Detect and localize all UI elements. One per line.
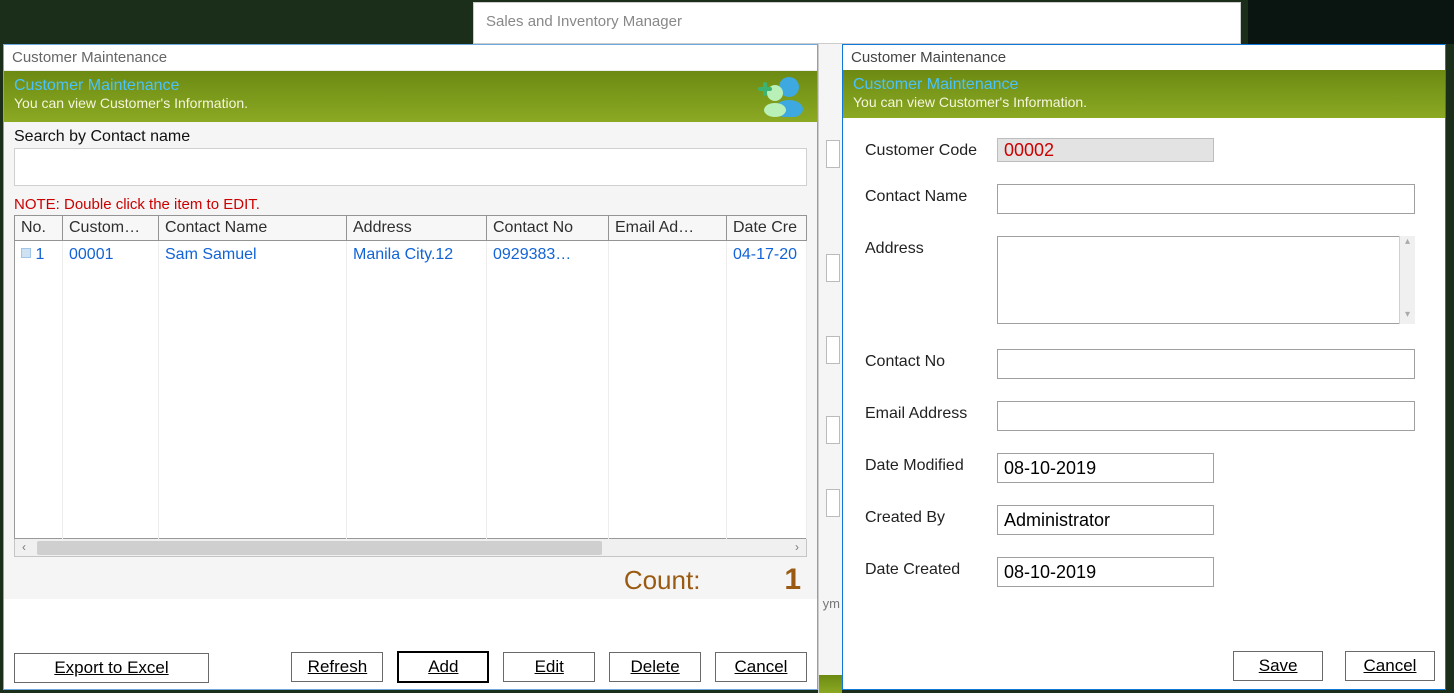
refresh-button[interactable]: Refresh bbox=[291, 652, 383, 682]
add-button[interactable]: Add bbox=[397, 651, 489, 683]
name-label: Contact Name bbox=[865, 184, 997, 206]
phone-label: Contact No bbox=[865, 349, 997, 371]
customer-form-window: Customer Maintenance Customer Maintenanc… bbox=[842, 44, 1446, 690]
save-button[interactable]: Save bbox=[1233, 651, 1323, 681]
users-icon bbox=[757, 73, 805, 117]
form-banner-title: Customer Maintenance bbox=[853, 76, 1435, 94]
date-created-field[interactable] bbox=[997, 557, 1214, 587]
table-row-empty bbox=[15, 323, 807, 350]
bg-button-sliver bbox=[826, 489, 840, 517]
background-window-sliver: ym bbox=[818, 44, 842, 693]
address-field[interactable] bbox=[997, 236, 1415, 324]
table-row-empty bbox=[15, 269, 807, 296]
list-cancel-button[interactable]: Cancel bbox=[715, 652, 807, 682]
form-window-title: Customer Maintenance bbox=[851, 49, 1006, 66]
export-excel-button[interactable]: Export to Excel bbox=[14, 653, 209, 683]
table-row-empty bbox=[15, 377, 807, 404]
col-email[interactable]: Email Ad… bbox=[609, 216, 727, 241]
form-area: Customer Code Contact Name Address ▴▾ Co… bbox=[843, 118, 1445, 613]
list-body: Search by Contact name NOTE: Double clic… bbox=[4, 122, 817, 599]
bg-footer-strip bbox=[819, 675, 842, 693]
scroll-right-icon[interactable]: › bbox=[788, 539, 806, 557]
count-label: Count: bbox=[624, 565, 701, 595]
col-code[interactable]: Custom… bbox=[63, 216, 159, 241]
addr-label: Address bbox=[865, 236, 997, 258]
list-window-title-bar[interactable]: Customer Maintenance bbox=[4, 45, 817, 71]
table-h-scrollbar[interactable]: ‹ › bbox=[14, 539, 807, 557]
bg-button-sliver bbox=[826, 336, 840, 364]
list-header-banner: Customer Maintenance You can view Custom… bbox=[4, 71, 817, 122]
list-window-title: Customer Maintenance bbox=[12, 49, 167, 66]
col-date[interactable]: Date Cre bbox=[727, 216, 807, 241]
textarea-scrollbar[interactable]: ▴▾ bbox=[1399, 236, 1415, 324]
delete-button[interactable]: Delete bbox=[609, 652, 701, 682]
col-no[interactable]: No. bbox=[15, 216, 63, 241]
table-row-empty bbox=[15, 512, 807, 539]
scroll-thumb[interactable] bbox=[37, 541, 602, 555]
name-field[interactable] bbox=[997, 184, 1415, 214]
count-row: Count: 1 bbox=[14, 557, 807, 599]
code-label: Customer Code bbox=[865, 138, 997, 160]
table-row-empty bbox=[15, 485, 807, 512]
date-modified-field[interactable] bbox=[997, 453, 1214, 483]
table-row[interactable]: 100001Sam SamuelManila City.120929383…04… bbox=[15, 241, 807, 269]
count-value: 1 bbox=[784, 563, 801, 596]
list-banner-title: Customer Maintenance bbox=[14, 77, 807, 95]
phone-field[interactable] bbox=[997, 349, 1415, 379]
edit-note: NOTE: Double click the item to EDIT. bbox=[14, 196, 807, 213]
email-label: Email Address bbox=[865, 401, 997, 423]
email-field[interactable] bbox=[997, 401, 1415, 431]
form-header-banner: Customer Maintenance You can view Custom… bbox=[843, 70, 1445, 118]
bg-truncated-text: ym bbox=[823, 596, 840, 611]
created-by-field[interactable] bbox=[997, 505, 1214, 535]
col-name[interactable]: Contact Name bbox=[159, 216, 347, 241]
customer-table[interactable]: No. Custom… Contact Name Address Contact… bbox=[14, 215, 807, 539]
code-field[interactable] bbox=[997, 138, 1214, 162]
list-button-row: Export to Excel Refresh Add Edit Delete … bbox=[4, 653, 817, 683]
bg-button-sliver bbox=[826, 254, 840, 282]
table-row-empty bbox=[15, 404, 807, 431]
bg-button-sliver bbox=[826, 416, 840, 444]
table-row-empty bbox=[15, 431, 807, 458]
form-cancel-button[interactable]: Cancel bbox=[1345, 651, 1435, 681]
app-title-bar[interactable]: Sales and Inventory Manager bbox=[473, 2, 1241, 44]
form-button-row: Save Cancel bbox=[1215, 651, 1435, 681]
desktop-bg-right bbox=[1248, 0, 1454, 44]
mod-label: Date Modified bbox=[865, 453, 997, 475]
table-row-empty bbox=[15, 350, 807, 377]
form-window-title-bar[interactable]: Customer Maintenance bbox=[843, 45, 1445, 70]
col-address[interactable]: Address bbox=[347, 216, 487, 241]
form-banner-subtitle: You can view Customer's Information. bbox=[853, 94, 1435, 110]
customer-list-window: Customer Maintenance Customer Maintenanc… bbox=[3, 44, 818, 690]
table-row-empty bbox=[15, 458, 807, 485]
search-label: Search by Contact name bbox=[14, 128, 807, 146]
by-label: Created By bbox=[865, 505, 997, 527]
table-row-empty bbox=[15, 296, 807, 323]
scroll-left-icon[interactable]: ‹ bbox=[15, 539, 33, 557]
edit-button[interactable]: Edit bbox=[503, 652, 595, 682]
created-label: Date Created bbox=[865, 557, 997, 579]
col-phone[interactable]: Contact No bbox=[487, 216, 609, 241]
app-title: Sales and Inventory Manager bbox=[486, 13, 682, 30]
bg-button-sliver bbox=[826, 140, 840, 168]
list-banner-subtitle: You can view Customer's Information. bbox=[14, 95, 807, 111]
search-input[interactable] bbox=[14, 148, 807, 186]
